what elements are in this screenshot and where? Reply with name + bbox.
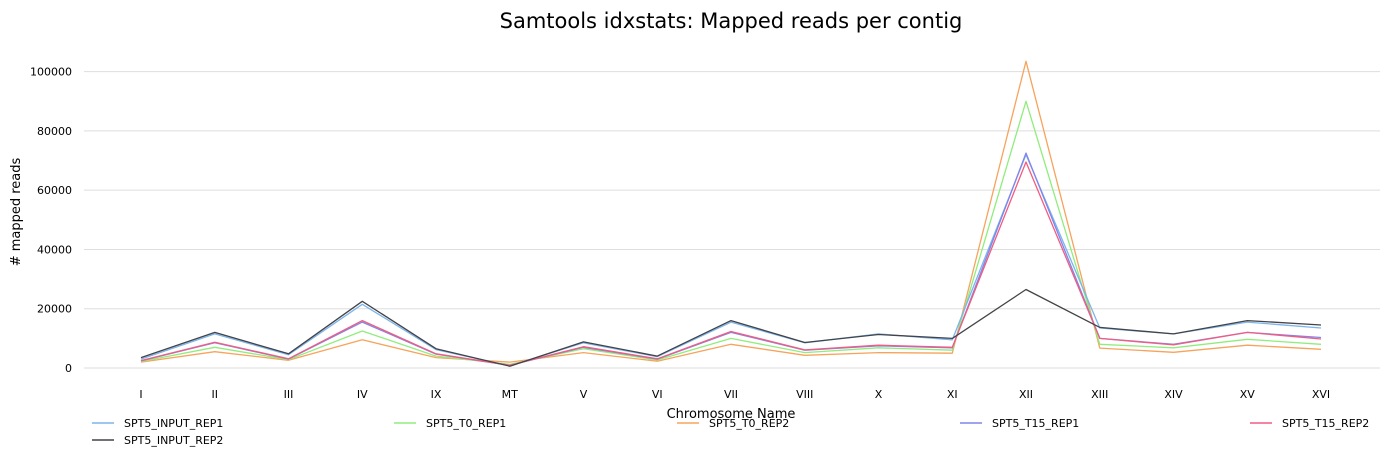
legend-item-spt5-t15-rep1[interactable]: SPT5_T15_REP1 (960, 417, 1079, 430)
x-tick-label-xiv: XIV (1164, 388, 1183, 401)
x-axis-ticks: I II III IV IX MT V VI VII VIII X XI XII XIII XIV XV XVI (139, 388, 1330, 401)
y-axis-label: # mapped reads (9, 157, 24, 266)
legend: SPT5_INPUT_REP1 SPT5_INPUT_REP2 SPT5_T0_RE… (92, 417, 1369, 447)
legend-label: SPT5_T15_REP1 (992, 417, 1079, 430)
legend-item-spt5-input-rep2[interactable]: SPT5_INPUT_REP2 (92, 434, 223, 447)
legend-label: SPT5_T0_REP1 (426, 417, 506, 430)
legend-item-spt5-input-rep1[interactable]: SPT5_INPUT_REP1 (92, 417, 223, 430)
x-tick-label-viii: VIII (796, 388, 813, 401)
x-tick-label-vii: VII (724, 388, 738, 401)
y-tick-label: 40000 (37, 243, 72, 256)
legend-item-spt5-t0-rep1[interactable]: SPT5_T0_REP1 (394, 417, 506, 430)
x-axis-label: Chromosome Name (667, 407, 796, 422)
series-line-spt5-t0-rep2[interactable] (140, 60, 1322, 363)
legend-item-spt5-t0-rep2[interactable]: SPT5_T0_REP2 (677, 417, 789, 430)
legend-label: SPT5_INPUT_REP2 (124, 434, 223, 447)
x-tick-label-xiii: XIII (1091, 388, 1108, 401)
y-axis-ticks: 0 20000 40000 60000 80000 100000 (30, 66, 72, 375)
x-tick-label-mt: MT (502, 388, 518, 401)
x-tick-label-xv: XV (1240, 388, 1256, 401)
y-tick-label: 0 (65, 362, 72, 375)
y-tick-label: 80000 (37, 125, 72, 138)
series-line-spt5-input-rep2[interactable] (140, 288, 1322, 367)
gridlines (84, 71, 1380, 369)
series-lines (140, 60, 1322, 367)
y-tick-label: 100000 (30, 66, 72, 79)
series-line-spt5-t0-rep1[interactable] (140, 100, 1322, 366)
chart-title: Samtools idxstats: Mapped reads per cont… (500, 9, 963, 33)
x-tick-label-ix: IX (431, 388, 442, 401)
legend-label: SPT5_INPUT_REP1 (124, 417, 223, 430)
y-tick-label: 20000 (37, 303, 72, 316)
x-tick-label-vi: VI (652, 388, 663, 401)
y-tick-label: 60000 (37, 184, 72, 197)
x-tick-label-v: V (580, 388, 588, 401)
x-tick-label-iii: III (284, 388, 294, 401)
x-tick-label-xvi: XVI (1312, 388, 1330, 401)
x-tick-label-i: I (139, 388, 142, 401)
x-tick-label-x: X (875, 388, 883, 401)
legend-item-spt5-t15-rep2[interactable]: SPT5_T15_REP2 (1250, 417, 1369, 430)
legend-label: SPT5_T15_REP2 (1282, 417, 1369, 430)
legend-label: SPT5_T0_REP2 (709, 417, 789, 430)
series-line-spt5-input-rep1[interactable] (140, 153, 1322, 367)
x-tick-label-iv: IV (357, 388, 368, 401)
series-line-spt5-t15-rep2[interactable] (140, 161, 1322, 366)
x-tick-label-xii: XII (1019, 388, 1033, 401)
x-tick-label-ii: II (212, 388, 219, 401)
x-tick-label-xi: XI (947, 388, 958, 401)
